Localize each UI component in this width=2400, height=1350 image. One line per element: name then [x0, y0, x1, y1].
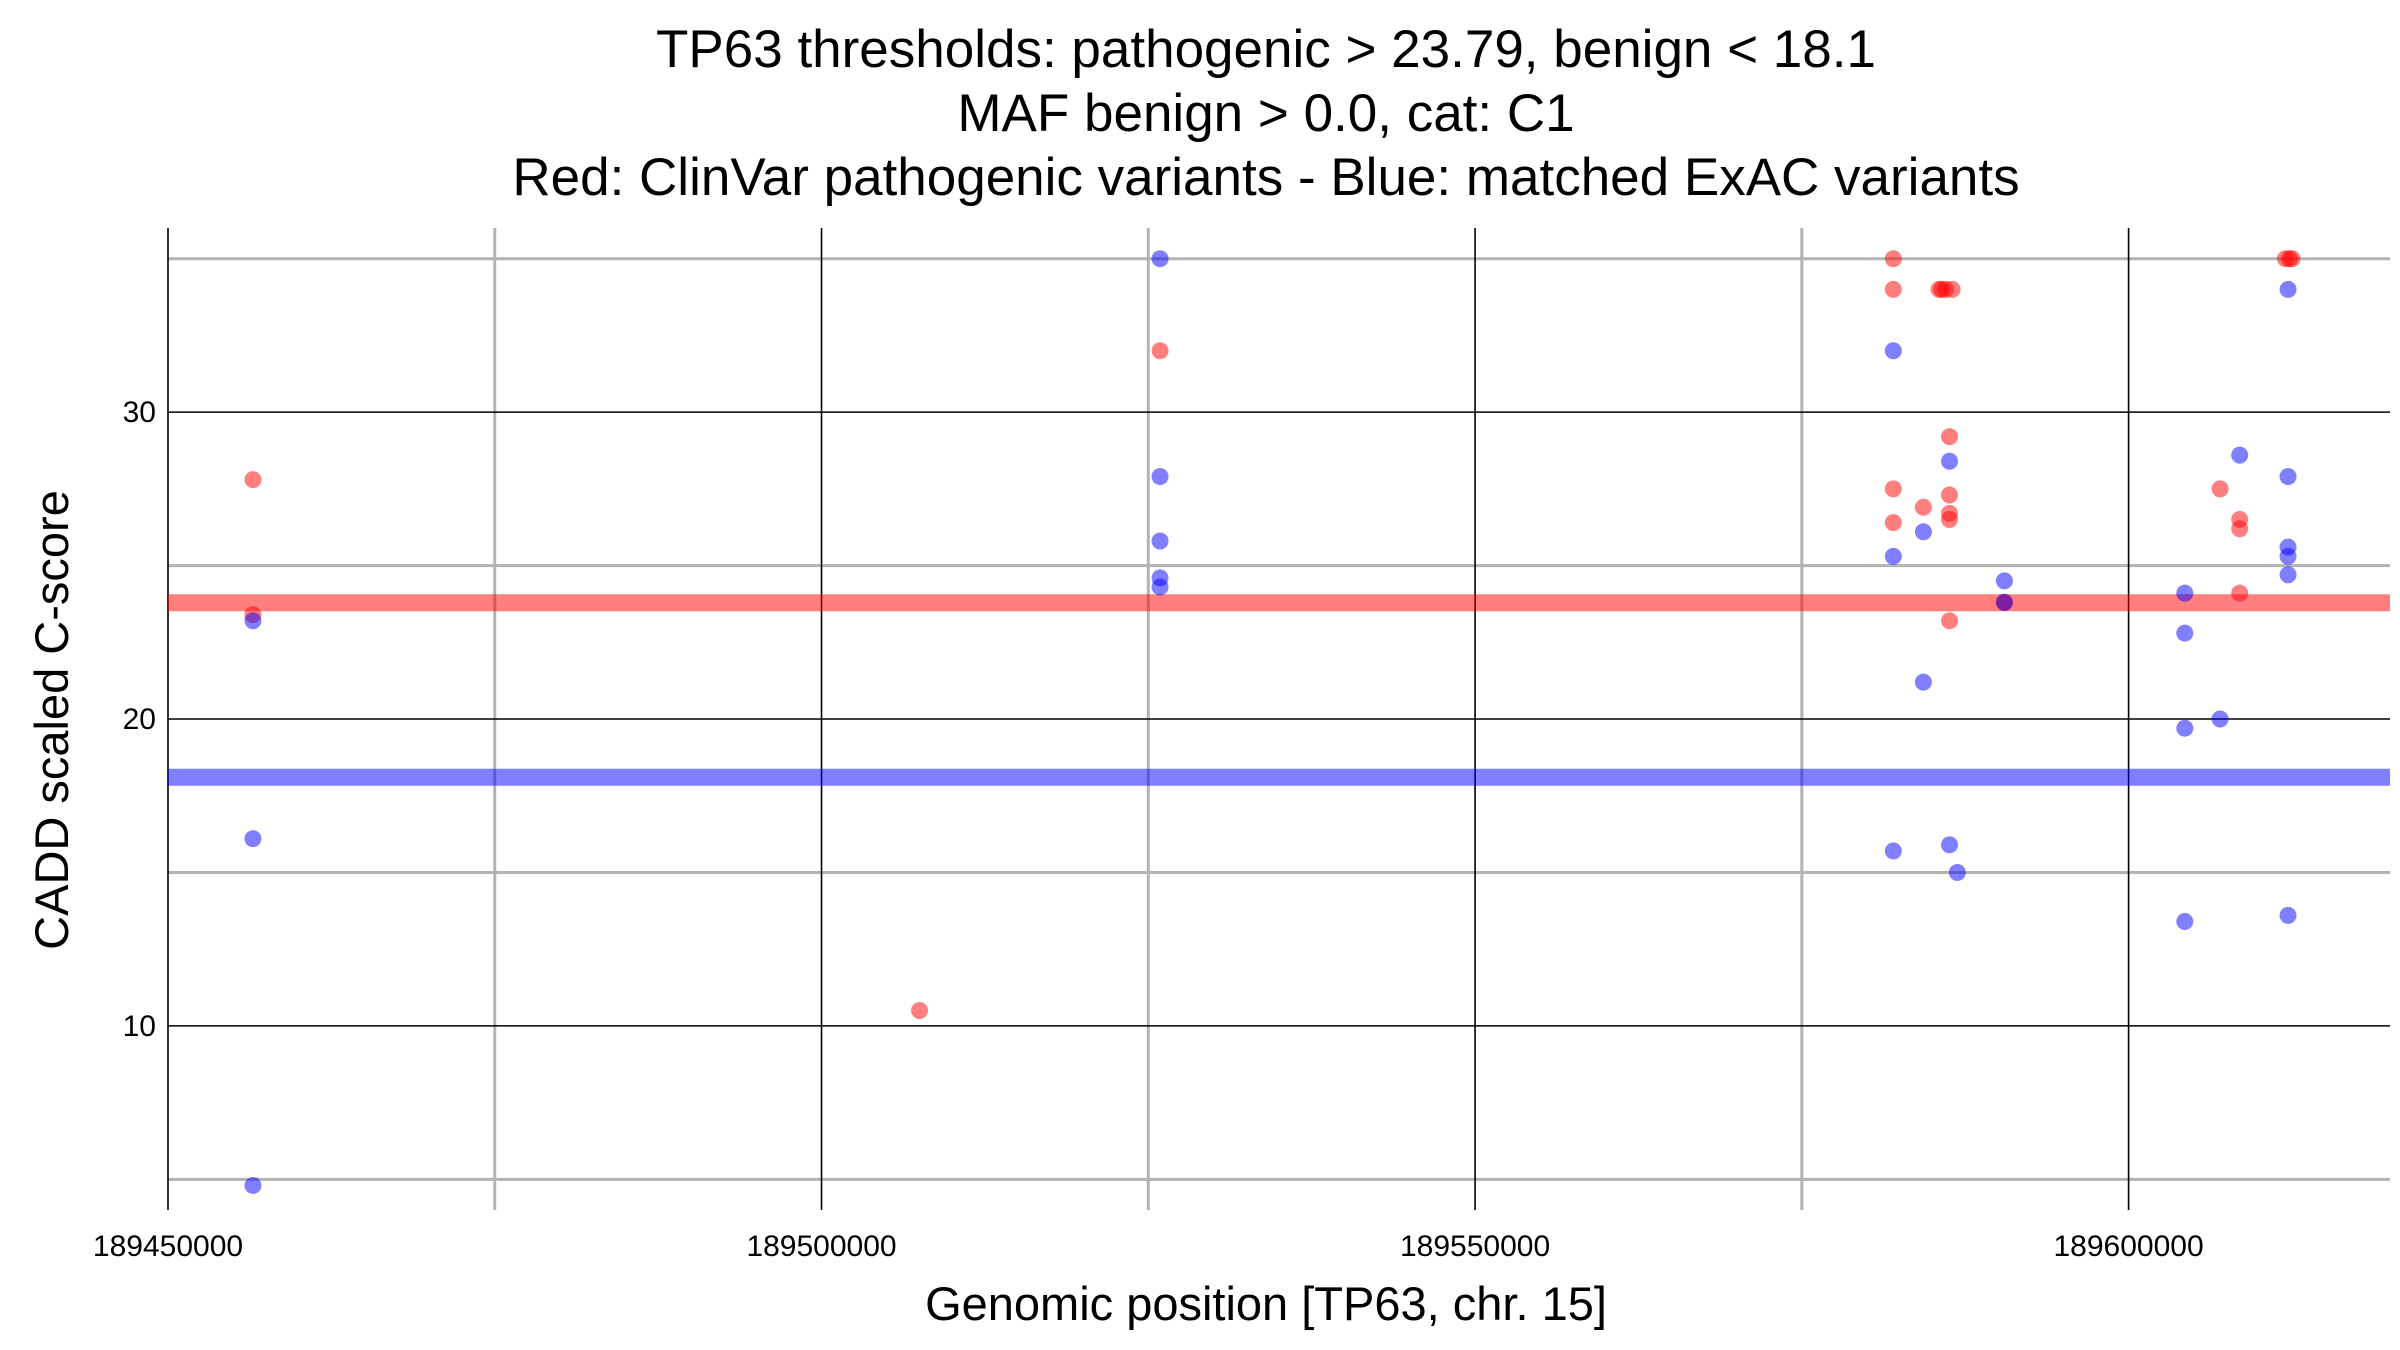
- chart-title-line-3: Red: ClinVar pathogenic variants - Blue:…: [512, 148, 2019, 207]
- exac-point-11: [1914, 523, 1932, 541]
- exac-point-1: [244, 830, 262, 848]
- clinvar-point-25: [2283, 250, 2301, 268]
- y-tick-label-0: 10: [123, 1010, 156, 1043]
- exac-point-5: [1151, 532, 1169, 550]
- x-tick-label-3: 189600000: [2054, 1230, 2204, 1263]
- exac-point-27: [2279, 547, 2297, 565]
- clinvar-point-12: [1943, 280, 1961, 298]
- exac-point-8: [1884, 342, 1902, 360]
- clinvar-point-6: [1884, 480, 1902, 498]
- x-tick-label-2: 189550000: [1400, 1230, 1550, 1263]
- exac-point-4: [1151, 468, 1169, 486]
- exac-point-15: [1948, 863, 1966, 881]
- threshold-lines: [168, 594, 2390, 786]
- clinvar-point-3: [1151, 342, 1169, 360]
- exac-point-23: [2231, 446, 2249, 464]
- clinvar-point-4: [1884, 250, 1902, 268]
- clinvar-point-0: [244, 471, 262, 489]
- clinvar-pathogenic-series: [244, 250, 2301, 1020]
- exac-point-13: [1941, 452, 1959, 470]
- y-axis-label: CADD scaled C-score: [25, 490, 78, 950]
- exac-point-21: [2176, 913, 2194, 931]
- exac-point-17: [1995, 593, 2013, 611]
- exac-point-25: [2279, 468, 2297, 486]
- chart-title: TP63 thresholds: pathogenic > 23.79, ben…: [512, 20, 2019, 207]
- exac-point-20: [2176, 719, 2194, 737]
- clinvar-point-13: [1941, 428, 1959, 446]
- y-tick-label-2: 30: [123, 396, 156, 429]
- clinvar-point-7: [1884, 514, 1902, 532]
- exac-point-18: [2176, 584, 2194, 602]
- exac-point-7: [1151, 578, 1169, 596]
- exac-point-14: [1941, 836, 1959, 854]
- clinvar-point-21: [2231, 520, 2249, 538]
- clinvar-point-19: [2211, 480, 2229, 498]
- clinvar-point-2: [911, 1002, 929, 1020]
- exac-point-22: [2211, 710, 2229, 728]
- x-axis-label: Genomic position [TP63, chr. 15]: [925, 1277, 1607, 1330]
- clinvar-point-17: [1941, 612, 1959, 630]
- exac-matched-series: [244, 250, 2297, 1194]
- x-tick-label-0: 189450000: [93, 1230, 243, 1263]
- axis-ticks: 189450000 189500000 189550000 189600000 10 20…: [93, 396, 2204, 1263]
- exac-point-0: [244, 612, 262, 630]
- exac-point-29: [2279, 906, 2297, 924]
- clinvar-point-16: [1941, 511, 1959, 529]
- data-points: [244, 250, 2301, 1194]
- exac-point-3: [1151, 250, 1169, 268]
- grid-lines: [167, 228, 2390, 1210]
- exac-point-12: [1914, 673, 1932, 691]
- clinvar-point-5: [1884, 280, 1902, 298]
- exac-point-16: [1995, 572, 2013, 590]
- clinvar-point-22: [2231, 584, 2249, 602]
- exac-point-10: [1884, 842, 1902, 860]
- clinvar-point-14: [1941, 486, 1959, 504]
- x-tick-label-1: 189500000: [746, 1230, 896, 1263]
- exac-point-24: [2279, 280, 2297, 298]
- clinvar-point-8: [1914, 498, 1932, 516]
- exac-point-19: [2176, 624, 2194, 642]
- chart-title-line-2: MAF benign > 0.0, cat: C1: [957, 84, 1574, 143]
- exac-point-28: [2279, 566, 2297, 584]
- exac-point-9: [1884, 547, 1902, 565]
- exac-point-2: [244, 1176, 262, 1194]
- chart-title-line-1: TP63 thresholds: pathogenic > 23.79, ben…: [656, 20, 1876, 79]
- y-tick-label-1: 20: [123, 703, 156, 736]
